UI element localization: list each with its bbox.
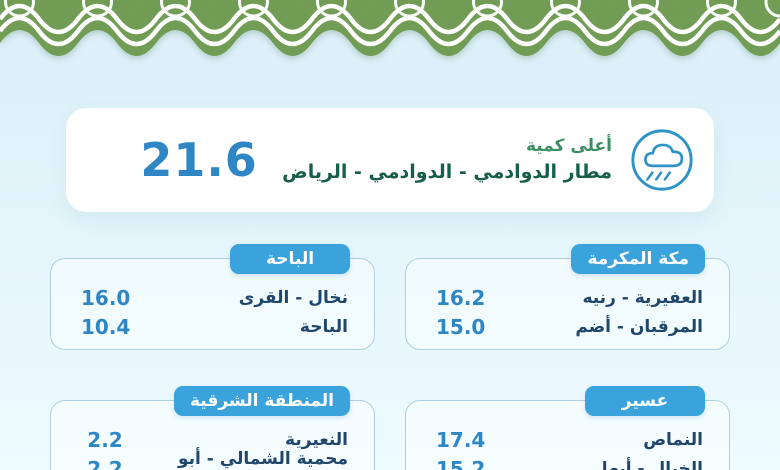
rain-drops-icon	[646, 171, 672, 181]
station-value: 17.4	[436, 427, 486, 452]
station-row: محمية الشمالي - أبو الشخناط 2.2	[81, 449, 348, 470]
highest-amount-card: أعلى كمية مطار الدوادمي - الدوادمي - الر…	[66, 108, 714, 212]
region-card-asir: عسير النماص 17.4 الخيال - أبها 15.2	[405, 386, 730, 470]
region-cards-row-2: عسير النماص 17.4 الخيال - أبها 15.2 المن…	[50, 386, 730, 470]
station-row: النعيرية 2.2	[81, 425, 348, 454]
rain-cloud-icon	[631, 129, 693, 191]
region-card-eastern: المنطقة الشرقية النعيرية 2.2 محمية الشما…	[50, 386, 375, 470]
station-name: الخيال - أبها	[601, 458, 703, 470]
highest-amount-text: أعلى كمية مطار الدوادمي - الدوادمي - الر…	[282, 135, 612, 186]
highest-amount-station: مطار الدوادمي - الدوادمي - الرياض	[282, 160, 612, 183]
station-name: العفيرية - رنيه	[582, 287, 703, 308]
region-header-asir: عسير	[585, 386, 705, 416]
highest-amount-value: 21.6	[140, 133, 258, 187]
station-value: 2.2	[87, 427, 123, 452]
station-row: العفيرية - رنيه 16.2	[436, 283, 703, 312]
station-name: محمية الشمالي - أبو الشخناط	[178, 448, 348, 470]
station-row: المرقبان - أضم 15.0	[436, 312, 703, 341]
station-row: النماص 17.4	[436, 425, 703, 454]
region-card-makkah: مكة المكرمة العفيرية - رنيه 16.2 المرقبا…	[405, 244, 730, 350]
station-name: الباحة	[299, 316, 348, 337]
region-cards-row-1: مكة المكرمة العفيرية - رنيه 16.2 المرقبا…	[50, 244, 730, 350]
region-header-makkah: مكة المكرمة	[571, 244, 705, 274]
region-header-baha: الباحة	[230, 244, 350, 274]
grass-wave-border	[0, 0, 780, 56]
region-card-baha: الباحة نخال - القرى 16.0 الباحة 10.4	[50, 244, 375, 350]
station-name: النماص	[643, 429, 703, 450]
station-value: 15.2	[436, 456, 486, 470]
region-header-eastern: المنطقة الشرقية	[173, 386, 350, 416]
station-row: الخيال - أبها 15.2	[436, 454, 703, 470]
station-name: نخال - القرى	[238, 287, 348, 308]
highest-amount-label: أعلى كمية	[525, 135, 612, 156]
station-value: 16.0	[81, 285, 131, 310]
station-row: نخال - القرى 16.0	[81, 283, 348, 312]
station-value: 16.2	[436, 285, 486, 310]
station-value: 15.0	[436, 314, 486, 339]
station-name: المرقبان - أضم	[575, 316, 703, 337]
station-value: 10.4	[81, 314, 131, 339]
station-value: 2.2	[87, 456, 123, 470]
station-name: النعيرية	[285, 429, 348, 450]
station-row: الباحة 10.4	[81, 312, 348, 341]
